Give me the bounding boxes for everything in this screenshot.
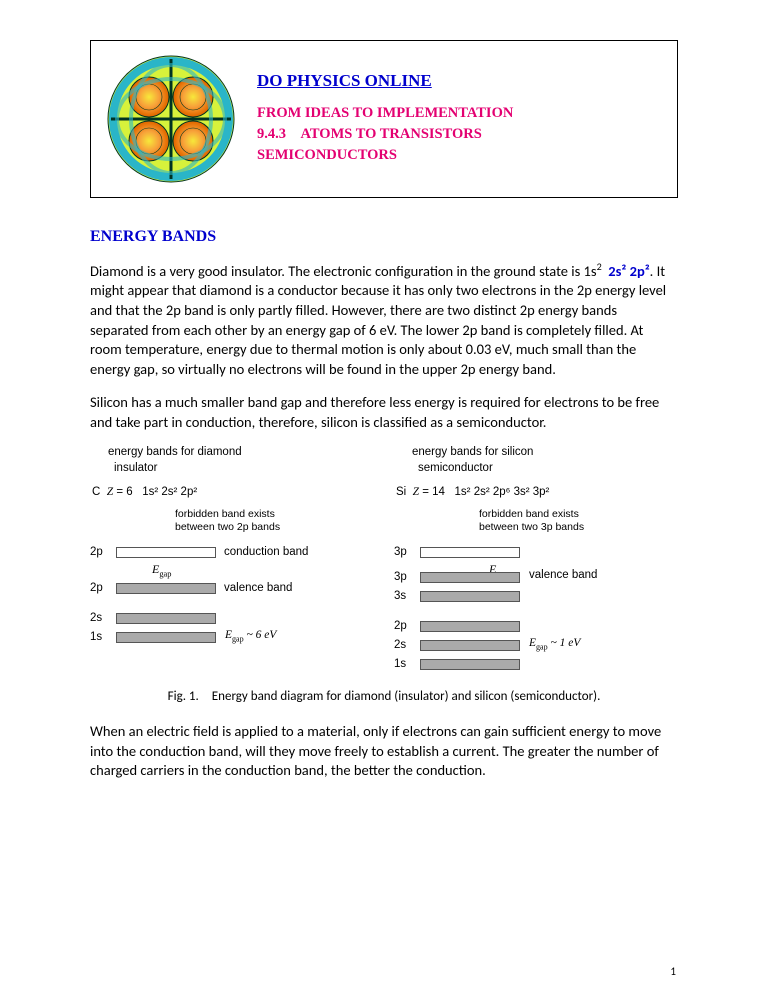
silicon-title-2: semiconductor — [418, 462, 678, 476]
page-title-link[interactable]: DO PHYSICS ONLINE — [257, 71, 661, 91]
silicon-config: Si Z = 14 1s² 2s² 2p⁶ 3s² 3p² — [396, 486, 678, 498]
band-label-1s: 1s — [90, 631, 116, 643]
band-2p-valence — [116, 583, 216, 594]
header-line-2: 9.4.3 ATOMS TO TRANSISTORS — [257, 126, 661, 143]
egap-label-left: Egap — [152, 562, 171, 578]
band-3p-valence — [420, 572, 520, 583]
wavefunction-logo — [107, 55, 235, 183]
band-label-1s-si: 1s — [394, 658, 420, 670]
band-label-2p-lower: 2p — [90, 582, 116, 594]
band-3s — [420, 591, 520, 602]
conduction-band-label: conduction band — [224, 546, 308, 558]
silicon-econfig: 1s² 2s² 2p⁶ 3s² 3p² — [455, 486, 550, 498]
diamond-note: forbidden band existsbetween two 2p band… — [175, 508, 374, 534]
band-1s-si — [420, 659, 520, 670]
band-label-2p-upper: 2p — [90, 546, 116, 558]
valence-band-label-right: valence band — [529, 569, 597, 581]
band-1s — [116, 632, 216, 643]
diamond-column: energy bands for diamond insulator C Z =… — [90, 446, 374, 675]
band-label-3p-lower: 3p — [394, 571, 420, 583]
band-label-3p-upper: 3p — [394, 546, 420, 558]
paragraph-1: Diamond is a very good insulator. The el… — [90, 260, 678, 379]
diamond-element: C — [92, 486, 100, 498]
band-label-2p-si: 2p — [394, 620, 420, 632]
header-line-3: SEMICONDUCTORS — [257, 147, 661, 164]
diamond-econfig: 1s² 2s² 2p² — [142, 486, 197, 498]
egap-value-diamond: Egap ~ 6 eV — [225, 629, 276, 643]
header-line-1: FROM IDEAS TO IMPLEMENTATION — [257, 105, 661, 122]
egap-value-silicon: Egap ~ 1 eV — [529, 637, 580, 651]
valence-band-label-left: valence band — [224, 582, 292, 594]
diamond-title-2: insulator — [114, 462, 374, 476]
section-title: ENERGY BANDS — [90, 228, 678, 246]
silicon-title-1: energy bands for silicon — [412, 446, 678, 460]
band-3p-conduction — [420, 547, 520, 558]
band-label-3s: 3s — [394, 590, 420, 602]
band-label-2s-si: 2s — [394, 639, 420, 651]
silicon-note: forbidden band existsbetween two 3p band… — [479, 508, 678, 534]
electron-config-highlight: 2s² 2p² — [608, 262, 649, 280]
diamond-config: C Z = 6 1s² 2s² 2p² — [92, 486, 374, 498]
band-2p-si — [420, 621, 520, 632]
silicon-column: energy bands for silicon semiconductor S… — [394, 446, 678, 675]
band-label-2s: 2s — [90, 612, 116, 624]
page-number: 1 — [670, 965, 676, 978]
band-2s-si — [420, 640, 520, 651]
silicon-element: Si — [396, 486, 406, 498]
header-box: DO PHYSICS ONLINE FROM IDEAS TO IMPLEMEN… — [90, 40, 678, 198]
figure-caption: Fig. 1. Energy band diagram for diamond … — [90, 689, 678, 704]
silicon-z: = 14 — [422, 486, 445, 498]
paragraph-3: When an electric field is applied to a m… — [90, 722, 678, 781]
para1-part-a: Diamond is a very good insulator. The el… — [90, 262, 597, 280]
paragraph-2: Silicon has a much smaller band gap and … — [90, 393, 678, 432]
band-2p-conduction — [116, 547, 216, 558]
diamond-title-1: energy bands for diamond — [108, 446, 374, 460]
diamond-z: = 6 — [116, 486, 132, 498]
band-diagram: energy bands for diamond insulator C Z =… — [90, 446, 678, 675]
band-2s — [116, 613, 216, 624]
